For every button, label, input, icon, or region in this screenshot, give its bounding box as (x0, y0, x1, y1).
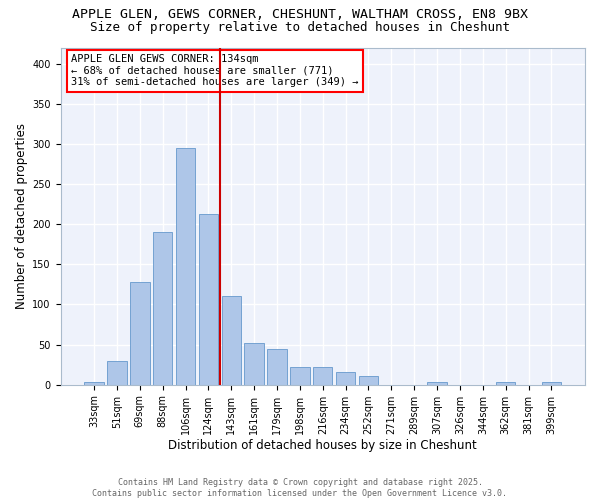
Text: Contains HM Land Registry data © Crown copyright and database right 2025.
Contai: Contains HM Land Registry data © Crown c… (92, 478, 508, 498)
Bar (268, 348, 287, 384)
Bar (542, 382, 561, 384)
Bar (359, 376, 378, 384)
Text: Size of property relative to detached houses in Cheshunt: Size of property relative to detached ho… (90, 21, 510, 34)
Bar (313, 367, 332, 384)
Bar (85, 382, 104, 384)
Y-axis label: Number of detached properties: Number of detached properties (15, 123, 28, 309)
Bar (290, 367, 310, 384)
Bar (107, 360, 127, 384)
Bar (153, 232, 172, 384)
Text: APPLE GLEN GEWS CORNER: 134sqm
← 68% of detached houses are smaller (771)
31% of: APPLE GLEN GEWS CORNER: 134sqm ← 68% of … (71, 54, 359, 88)
Bar (244, 343, 264, 384)
Bar (496, 382, 515, 384)
Bar (130, 282, 149, 384)
Text: APPLE GLEN, GEWS CORNER, CHESHUNT, WALTHAM CROSS, EN8 9BX: APPLE GLEN, GEWS CORNER, CHESHUNT, WALTH… (72, 8, 528, 20)
Bar (221, 296, 241, 384)
Bar (199, 214, 218, 384)
Bar (336, 372, 355, 384)
Bar (176, 148, 195, 384)
Bar (427, 382, 447, 384)
X-axis label: Distribution of detached houses by size in Cheshunt: Distribution of detached houses by size … (169, 440, 477, 452)
